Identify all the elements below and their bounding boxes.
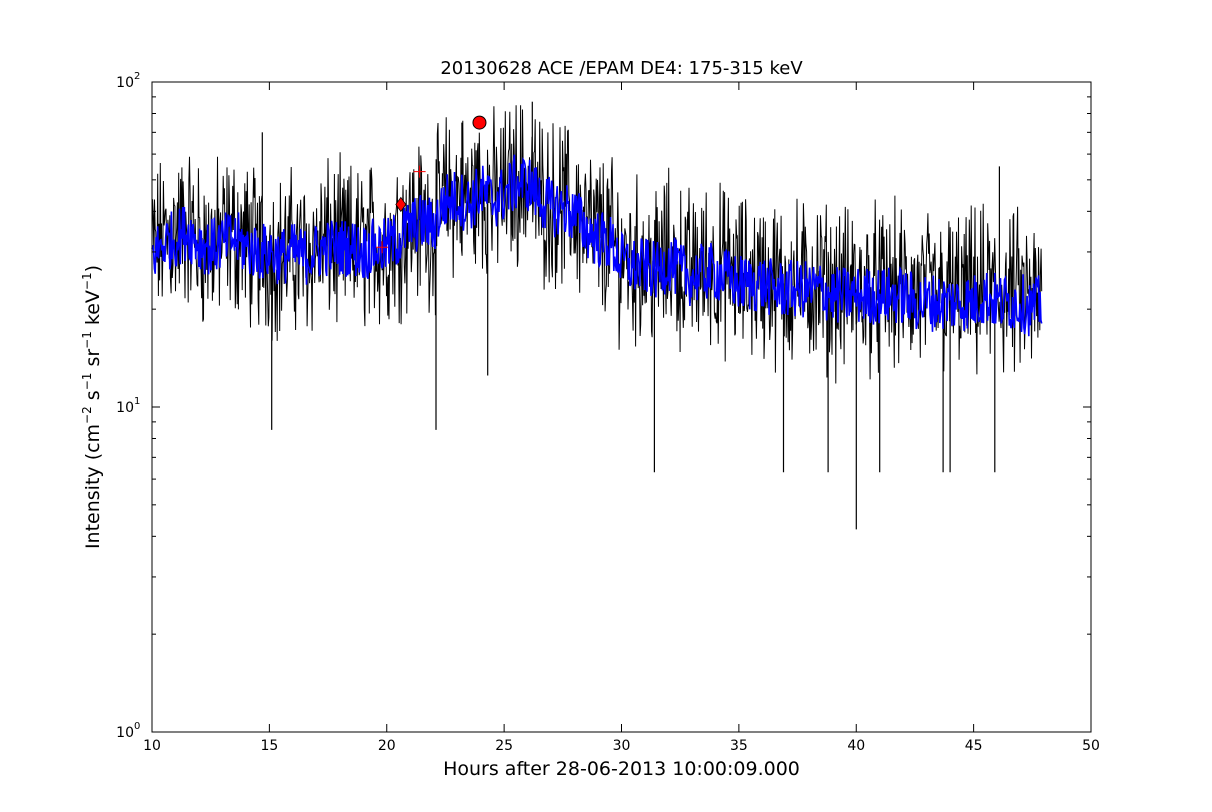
series-smoothed <box>151 154 1043 337</box>
x-tick-label-5: 35 <box>730 738 748 754</box>
y-axis-label: Intensity (cm−2 s−1 sr−1 keV−1) <box>80 265 104 549</box>
x-axis-ticks: 10 15 20 25 30 35 40 45 50 <box>143 82 1100 754</box>
x-axis-label: Hours after 28-06-2013 10:00:09.000 <box>443 758 800 780</box>
y-tick-label-0: 10 <box>116 725 134 741</box>
y-label-end: ) <box>82 265 104 272</box>
x-tick-label-3: 25 <box>495 738 513 754</box>
y-tick-label-exp-0: 0 <box>134 721 140 732</box>
y-tick-label-1: 10 <box>116 400 134 416</box>
event-markers <box>376 115 487 254</box>
x-tick-label-1: 15 <box>260 738 278 754</box>
y-label-mid1: s <box>82 390 104 406</box>
marker-plus-3 <box>413 165 426 178</box>
y-tick-label-exp-1: 1 <box>134 396 140 407</box>
y-label-mid2: sr <box>82 349 104 373</box>
y-label-exp3: −1 <box>80 331 94 349</box>
y-tick-label-2: 10 <box>116 75 134 91</box>
axes-background <box>152 82 1091 732</box>
x-tick-label-6: 40 <box>847 738 865 754</box>
y-label-exp4: −1 <box>80 272 94 290</box>
x-tick-label-8: 50 <box>1082 738 1100 754</box>
x-tick-label-2: 20 <box>378 738 396 754</box>
x-tick-label-0: 10 <box>143 738 161 754</box>
series-smoothed-line <box>151 154 1043 337</box>
y-label-text: Intensity (cm <box>82 424 104 549</box>
y-label-exp1: −2 <box>80 406 94 424</box>
marker-diamond-1 <box>395 196 407 213</box>
x-tick-label-4: 30 <box>613 738 631 754</box>
y-tick-label-exp-2: 2 <box>134 71 140 82</box>
plot-area <box>151 81 1092 733</box>
x-tick-label-7: 45 <box>965 738 983 754</box>
y-label-mid3: keV <box>82 290 104 331</box>
chart-title: 20130628 ACE /EPAM DE4: 175-315 keV <box>440 58 803 79</box>
marker-circle-0 <box>472 115 487 130</box>
y-label-exp2: −1 <box>80 373 94 391</box>
series-raw <box>151 101 1043 530</box>
marker-plus-2 <box>376 241 389 254</box>
